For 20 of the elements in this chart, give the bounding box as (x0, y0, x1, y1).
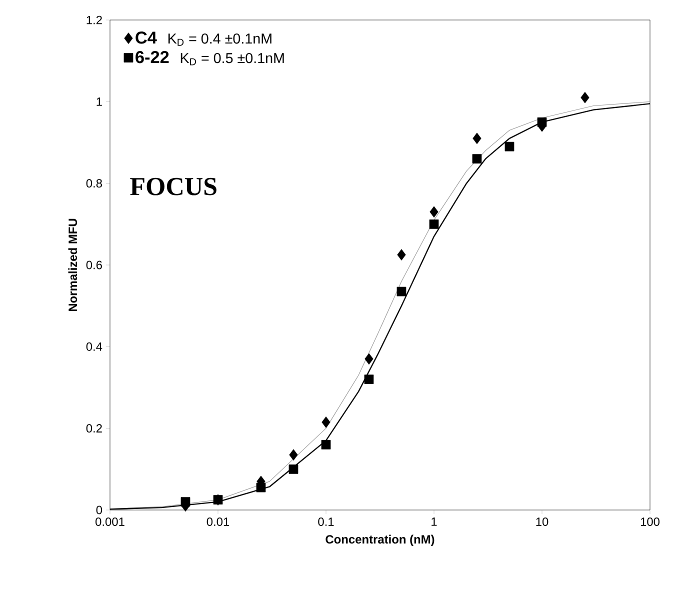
x-tick-label: 0.01 (206, 518, 230, 526)
legend-label: C4 (136, 32, 157, 44)
y-tick-label: 0 (96, 506, 102, 514)
y-axis-title: Normalized MFU (68, 218, 78, 312)
x-axis-title: Concentration (nM) (326, 534, 434, 546)
y-tick-label: 0.4 (86, 342, 102, 351)
legend-label: 6-22 (136, 51, 169, 64)
x-tick-label: 10 (536, 518, 548, 526)
x-tick-label: 1 (432, 518, 437, 526)
annotation: K$_{D}$ = 0.4 ±0.1nM (168, 34, 272, 46)
y-tick-label: 0.6 (86, 260, 102, 270)
annotation: FOCUS (130, 178, 216, 196)
annotation: K$_{D}$ = 0.5 ±0.1nM (180, 53, 284, 66)
y-tick-label: 0.8 (86, 179, 102, 188)
x-tick-label: 0.1 (318, 518, 334, 526)
y-tick-label: 0.2 (86, 424, 102, 433)
y-tick-label: 1 (96, 98, 102, 106)
y-tick-label: 1.2 (86, 16, 102, 24)
x-tick-label: 0.001 (96, 518, 124, 526)
x-tick-label: 100 (640, 518, 660, 526)
